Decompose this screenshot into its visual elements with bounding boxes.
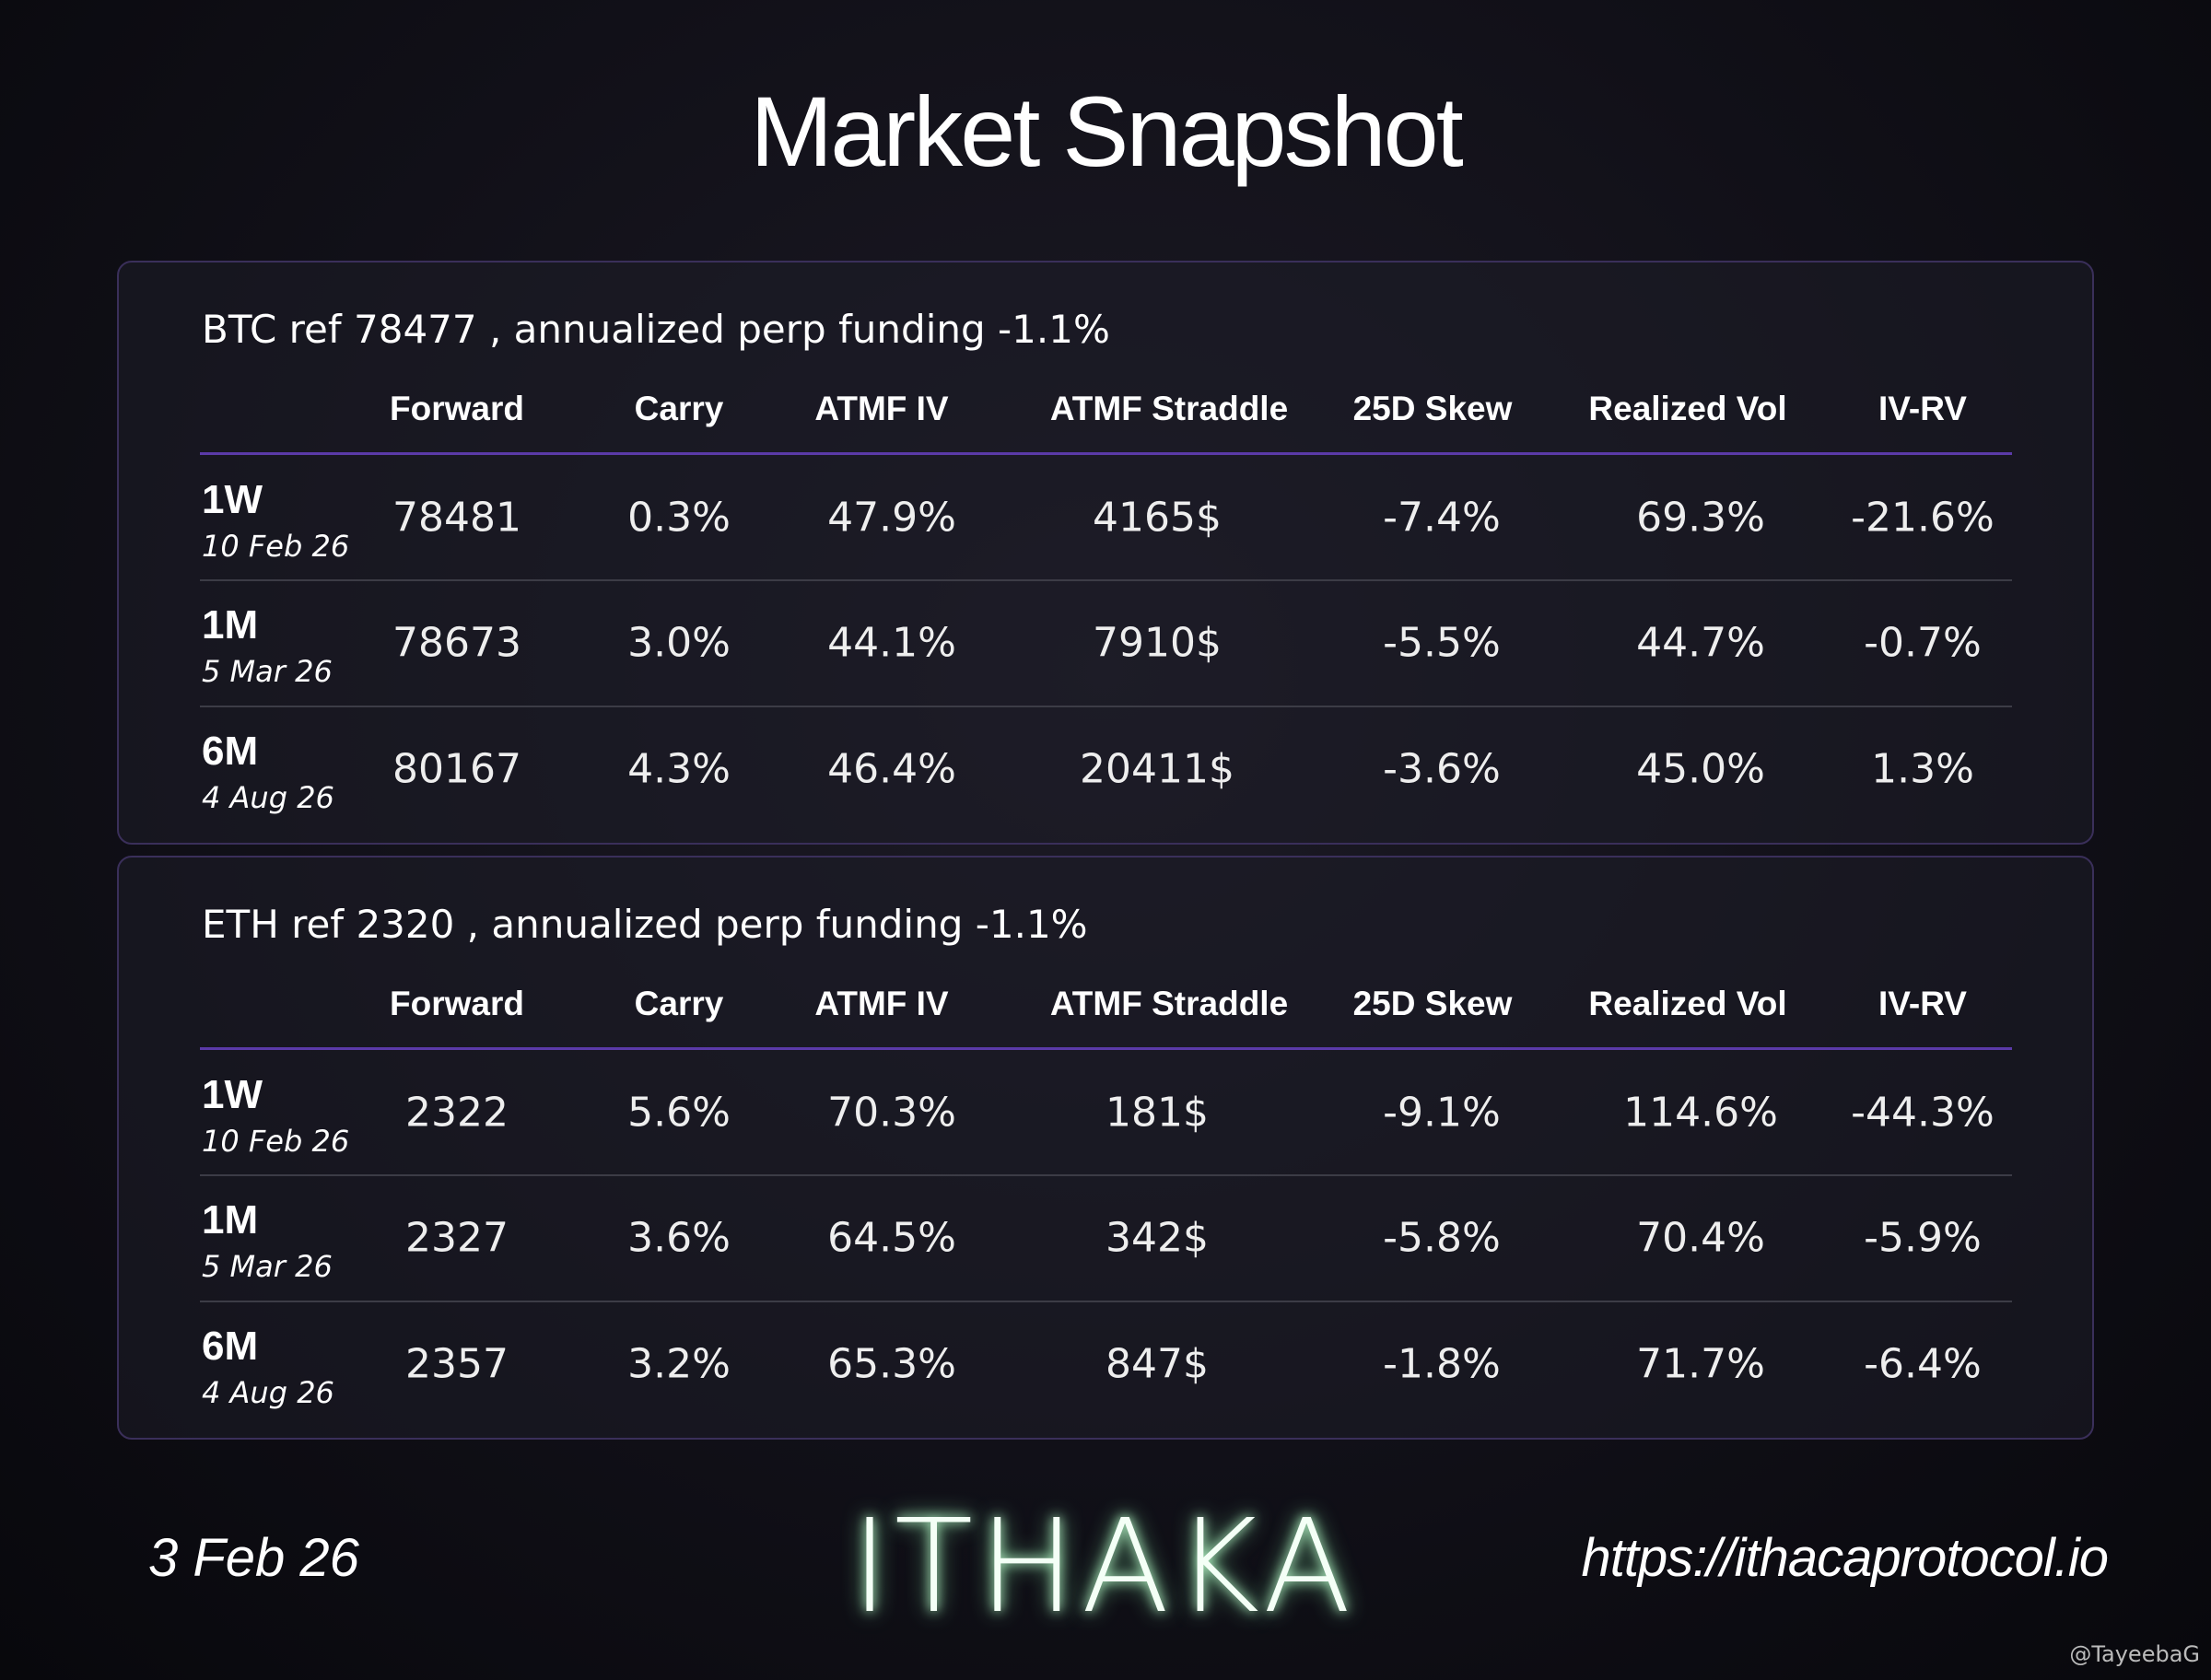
cell: -3.6%	[1383, 745, 1501, 793]
cell: 65.3%	[827, 1340, 956, 1388]
column-header: ATMF Straddle	[1049, 390, 1289, 427]
cell: -1.8%	[1383, 1340, 1501, 1388]
cell: 4.3%	[627, 745, 731, 793]
cell: 114.6%	[1623, 1089, 1778, 1137]
cell: 0.3%	[627, 494, 731, 542]
column-header: ATMF IV	[814, 985, 949, 1022]
cell: 3.6%	[627, 1214, 731, 1262]
header-rule	[200, 452, 2012, 455]
column-header: IV-RV	[1878, 390, 1967, 427]
cell: 47.9%	[827, 494, 956, 542]
watermark: @TayeebaG	[2069, 1641, 2200, 1667]
cell: 181$	[1106, 1089, 1209, 1137]
cell: 78481	[392, 494, 521, 542]
cell: 44.7%	[1636, 619, 1765, 667]
column-header: 25D Skew	[1352, 390, 1513, 427]
tenor: 1M	[202, 1197, 259, 1242]
cell: 64.5%	[827, 1214, 956, 1262]
cell: 46.4%	[827, 745, 956, 793]
column-header: Realized Vol	[1588, 985, 1787, 1022]
cell: 2327	[405, 1214, 509, 1262]
cell: -5.9%	[1864, 1214, 1982, 1262]
expiry-date: 5 Mar 26	[202, 1249, 333, 1284]
cell: 20411$	[1080, 745, 1234, 793]
cell: -9.1%	[1383, 1089, 1501, 1137]
header-rule	[200, 1047, 2012, 1050]
cell: 342$	[1106, 1214, 1209, 1262]
cell: -5.5%	[1383, 619, 1501, 667]
cell: -0.7%	[1864, 619, 1982, 667]
column-header: Realized Vol	[1588, 390, 1787, 427]
column-header: 25D Skew	[1352, 985, 1513, 1022]
cell: 80167	[392, 745, 521, 793]
expiry-date: 4 Aug 26	[202, 1375, 334, 1410]
cell: 45.0%	[1636, 745, 1765, 793]
tenor: 1W	[202, 477, 263, 522]
cell: 2322	[405, 1089, 509, 1137]
table-panel: BTC ref 78477 , annualized perp funding …	[117, 261, 2094, 845]
cell: 2357	[405, 1340, 509, 1388]
table-panel: ETH ref 2320 , annualized perp funding -…	[117, 856, 2094, 1440]
tenor: 6M	[202, 729, 259, 774]
logo: ITHAKA	[850, 1492, 1357, 1642]
cell: 1.3%	[1871, 745, 1974, 793]
cell: 4165$	[1093, 494, 1222, 542]
cell: -6.4%	[1864, 1340, 1982, 1388]
cell: 3.0%	[627, 619, 731, 667]
table-caption: ETH ref 2320 , annualized perp funding -…	[202, 902, 1088, 947]
cell: -44.3%	[1851, 1089, 1995, 1137]
cell: 3.2%	[627, 1340, 731, 1388]
expiry-date: 5 Mar 26	[202, 654, 333, 689]
expiry-date: 10 Feb 26	[202, 1124, 350, 1159]
cell: 44.1%	[827, 619, 956, 667]
expiry-date: 4 Aug 26	[202, 780, 334, 815]
cell: 69.3%	[1636, 494, 1765, 542]
column-header: ATMF Straddle	[1049, 985, 1289, 1022]
expiry-date: 10 Feb 26	[202, 529, 350, 564]
row-separator	[200, 1301, 2012, 1302]
row-separator	[200, 579, 2012, 581]
column-header: Forward	[390, 985, 524, 1022]
column-header: IV-RV	[1878, 985, 1967, 1022]
table-caption: BTC ref 78477 , annualized perp funding …	[202, 307, 1110, 352]
tenor: 6M	[202, 1324, 259, 1369]
cell: -5.8%	[1383, 1214, 1501, 1262]
title: Market Snapshot	[750, 76, 1463, 187]
cell: 847$	[1106, 1340, 1209, 1388]
cell: -7.4%	[1383, 494, 1501, 542]
cell: 5.6%	[627, 1089, 731, 1137]
row-separator	[200, 1174, 2012, 1176]
column-header: Carry	[634, 985, 724, 1022]
url[interactable]: https://ithacaprotocol.io	[1581, 1528, 2109, 1588]
cell: 78673	[392, 619, 521, 667]
cell: 7910$	[1093, 619, 1222, 667]
row-separator	[200, 706, 2012, 707]
footer-date: 3 Feb 26	[148, 1528, 359, 1588]
cell: 71.7%	[1636, 1340, 1765, 1388]
column-header: Carry	[634, 390, 724, 427]
tenor: 1M	[202, 602, 259, 648]
tenor: 1W	[202, 1072, 263, 1117]
cell: -21.6%	[1851, 494, 1995, 542]
cell: 70.3%	[827, 1089, 956, 1137]
column-header: Forward	[390, 390, 524, 427]
column-header: ATMF IV	[814, 390, 949, 427]
cell: 70.4%	[1636, 1214, 1765, 1262]
